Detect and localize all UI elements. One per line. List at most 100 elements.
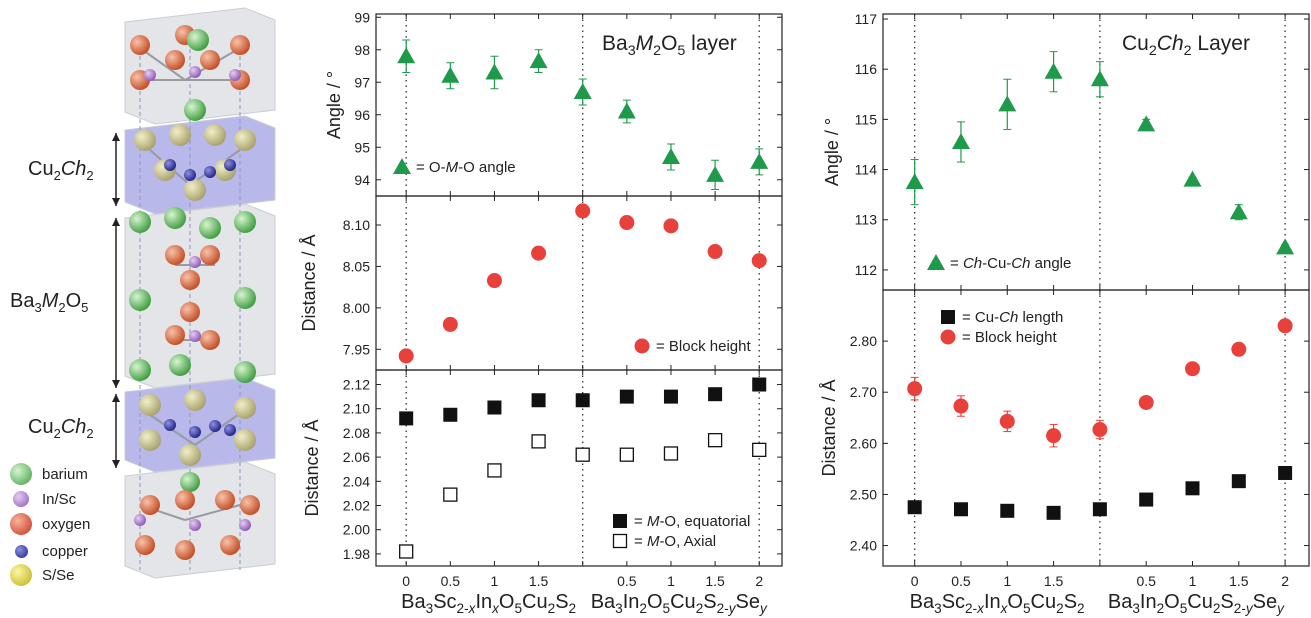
- panel-middle-top: 94 95 96 97 98 99: [354, 9, 783, 197]
- legend-item-insc: In/Sc: [10, 487, 76, 511]
- data-point: [1139, 492, 1154, 507]
- arrow-ba3m2o5-head-down: [112, 380, 120, 388]
- data-point: [905, 173, 924, 190]
- insc-atom: [189, 330, 201, 342]
- y-tick-label: 114: [855, 162, 878, 178]
- data-point: [752, 377, 767, 392]
- data-point: [487, 400, 502, 415]
- arrow-cuch-top-head-up: [112, 133, 120, 141]
- y-tick-label: 117: [855, 11, 878, 27]
- data-point: [575, 203, 591, 219]
- panel-right-top: 112 113 114 115 116 117: [855, 11, 1310, 291]
- x-tick-label: 2: [755, 573, 763, 589]
- x-tick-label: 1: [1189, 573, 1197, 589]
- y-tick-label: 2.60: [850, 435, 877, 451]
- data-point: [752, 442, 767, 458]
- sse-ball-icon: [10, 564, 32, 586]
- legend-block-height-middle-marker: [634, 338, 650, 354]
- barium-atom: [184, 99, 206, 121]
- data-point: [487, 463, 502, 478]
- chalcogen-atom: [139, 394, 161, 416]
- data-point: [1046, 505, 1061, 520]
- x-group-label-right-right: Ba3In2O5Cu2S2-ySey: [1108, 591, 1285, 616]
- data-point: [953, 502, 968, 517]
- chart-title-right: Cu2Ch2 Layer: [1122, 32, 1250, 59]
- data-point: [617, 102, 636, 119]
- data-point: [573, 83, 592, 99]
- data-point: [1229, 203, 1248, 220]
- x-tick-label: 1.5: [529, 573, 549, 589]
- oxygen-ball-icon: [10, 513, 32, 535]
- data-point: [1277, 318, 1293, 334]
- data-point: [575, 393, 590, 408]
- data-point: [531, 434, 546, 449]
- oxygen-atom: [130, 35, 150, 55]
- y-tick-label: 7.95: [343, 341, 370, 357]
- y-tick-label: 1.98: [343, 546, 370, 562]
- legend-mo-equatorial-label: = M-O, equatorial: [634, 513, 750, 530]
- oxygen-atom: [165, 325, 185, 345]
- chalcogen-atom: [179, 444, 201, 466]
- legend-omo-angle-label: = O-M-O angle: [416, 159, 516, 176]
- oxygen-atom: [200, 50, 220, 70]
- copper-atom: [224, 424, 236, 436]
- data-point: [397, 47, 416, 64]
- data-point: [441, 66, 460, 83]
- barium-atom: [129, 289, 151, 311]
- y-axis-label-angle-middle: Angle / °: [324, 71, 344, 139]
- arrow-cuch-top-head-down: [112, 198, 120, 206]
- data-point: [751, 253, 767, 269]
- legend-item-sse: S/Se: [10, 563, 75, 587]
- y-axis-label-angle-right: Angle / °: [822, 118, 842, 186]
- data-point: [485, 63, 504, 80]
- data-point: [706, 165, 725, 182]
- data-point: [442, 316, 458, 332]
- label-cu2ch2-top: Cu2Ch2: [28, 158, 94, 183]
- data-point: [1138, 394, 1154, 410]
- y-tick-label: 94: [354, 172, 370, 188]
- data-point: [1090, 70, 1109, 87]
- chalcogen-atom: [184, 179, 206, 201]
- chalcogen-atom: [134, 129, 156, 151]
- y-tick-label: 8.10: [343, 217, 370, 233]
- data-point: [399, 411, 414, 426]
- legend-item-oxygen: oxygen: [10, 512, 90, 536]
- barium-atom: [129, 359, 151, 381]
- y-tick-label: 99: [354, 9, 370, 25]
- copper-atom: [189, 426, 201, 438]
- x-tick-label: 1: [1003, 573, 1011, 589]
- panel-middle-bottom: 1.98 2.00 2.02 2.04 2.06 2.08 2.10 2.12 0 0.5 1 1.5…: [343, 369, 783, 589]
- oxygen-atom: [200, 245, 220, 265]
- barium-atom: [180, 472, 200, 492]
- insc-atom: [239, 519, 251, 531]
- legend-cuch-length-marker: [941, 310, 955, 324]
- x-tick-label: 0: [402, 573, 410, 589]
- data-point: [750, 152, 769, 169]
- arrow-cuch-bottom-head-up: [112, 394, 120, 402]
- data-point: [531, 393, 546, 408]
- legend-item-barium: barium: [10, 462, 88, 486]
- y-tick-label: 95: [354, 139, 370, 155]
- data-point: [1276, 238, 1295, 255]
- y-tick-label: 116: [855, 61, 878, 77]
- data-point: [708, 387, 723, 402]
- x-tick-label: 1.5: [705, 573, 725, 589]
- oxygen-atom: [230, 35, 250, 55]
- y-tick-label: 2.40: [850, 538, 877, 554]
- copper-atom: [204, 166, 216, 178]
- legend-chcuch-angle-marker: [927, 254, 945, 270]
- data-point: [1044, 62, 1063, 79]
- panel-right-bottom: 2.40 2.50 2.60 2.70 2.80 0 0.5 1 1.5 0.5 1 1.5 2: [850, 289, 1310, 589]
- insc-atom: [144, 69, 156, 81]
- x-group-label-right-left: Ba3Sc2-xInxO5Cu2S2: [910, 591, 1085, 616]
- data-point: [1137, 115, 1156, 132]
- y-tick-label: 2.80: [850, 333, 877, 349]
- barium-atom: [164, 207, 186, 229]
- data-point: [1185, 481, 1200, 496]
- data-point: [1046, 428, 1062, 444]
- y-tick-label: 98: [354, 42, 370, 58]
- chalcogen-atom: [169, 124, 191, 146]
- data-point: [619, 447, 634, 462]
- oxygen-atom: [220, 535, 240, 555]
- panel-middle-middle: 7.95 8.00 8.05 8.10: [343, 195, 783, 371]
